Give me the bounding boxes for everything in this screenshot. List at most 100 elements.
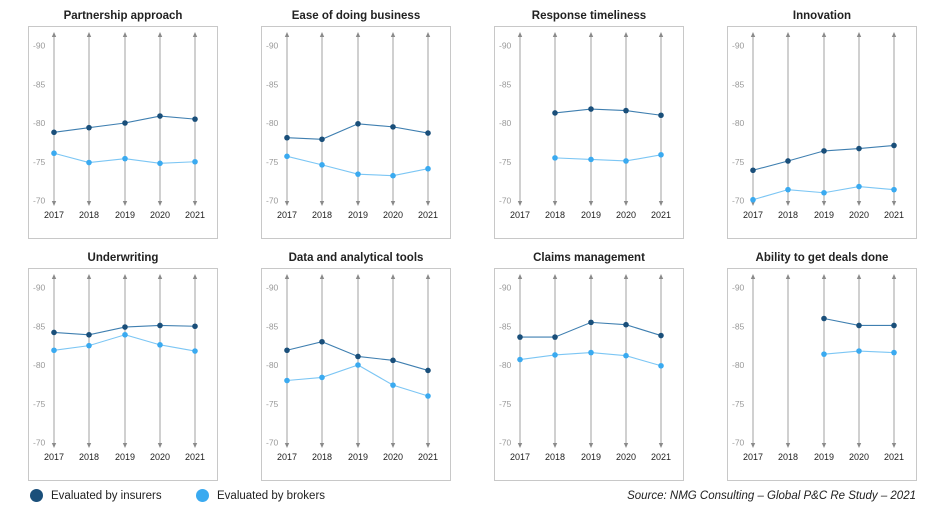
insurers-data-point bbox=[623, 321, 629, 328]
arrow-down-icon bbox=[623, 443, 629, 448]
brokers-data-point bbox=[891, 186, 897, 193]
arrow-up-icon bbox=[658, 274, 664, 279]
chart-title: Underwriting bbox=[87, 252, 159, 264]
brokers-data-point bbox=[319, 162, 325, 168]
insurers-data-point bbox=[355, 353, 361, 360]
y-tick-label: -85 bbox=[266, 79, 279, 89]
arrow-up-icon bbox=[192, 274, 198, 279]
legend-brokers: Evaluated by brokers bbox=[196, 489, 325, 502]
insurers-data-point bbox=[86, 124, 92, 131]
brokers-data-point bbox=[51, 347, 57, 354]
arrow-up-icon bbox=[284, 32, 290, 37]
insurers-data-point bbox=[552, 110, 558, 116]
plot-frame bbox=[28, 26, 218, 239]
y-tick-label: -70 bbox=[266, 438, 279, 448]
arrow-up-icon bbox=[750, 274, 756, 279]
y-tick-label: -90 bbox=[33, 283, 46, 293]
arrow-down-icon bbox=[856, 201, 862, 206]
arrow-down-icon bbox=[552, 443, 558, 448]
insurers-data-point bbox=[319, 136, 325, 143]
x-tick-label: 2019 bbox=[348, 210, 368, 220]
arrow-down-icon bbox=[390, 201, 396, 206]
arrow-up-icon bbox=[891, 274, 897, 279]
arrow-up-icon bbox=[785, 32, 791, 37]
x-tick-label: 2021 bbox=[185, 210, 205, 220]
y-tick-label: -85 bbox=[732, 79, 745, 89]
y-tick-label: -80 bbox=[732, 118, 745, 128]
x-tick-label: 2020 bbox=[616, 210, 636, 220]
brokers-data-point bbox=[658, 151, 664, 158]
brokers-data-point bbox=[192, 348, 198, 354]
plot-frame bbox=[494, 26, 684, 239]
line-chart: 2017 2018 2019 2020 2021 -90 -85 -80 -75 -70 bbox=[727, 26, 917, 239]
line-chart: 2017 2018 2019 2020 2021 -90 -85 -80 -75 -70 bbox=[727, 268, 917, 481]
y-tick-label: -80 bbox=[499, 118, 512, 128]
legend-brokers-label: Evaluated by brokers bbox=[217, 489, 326, 502]
line-chart: 2017 2018 2019 2020 2021 -90 -85 -80 -75 -70 bbox=[494, 26, 684, 239]
chart-panel: Response timeliness 2017 2018 2019 2020 2021… bbox=[494, 4, 684, 239]
insurers-data-point bbox=[821, 315, 827, 322]
y-tick-label: -80 bbox=[732, 360, 745, 370]
brokers-data-point bbox=[785, 186, 791, 193]
x-tick-label: 2020 bbox=[849, 210, 869, 220]
insurers-data-point bbox=[821, 148, 827, 154]
plot-frame bbox=[28, 268, 218, 481]
insurers-data-point bbox=[86, 331, 92, 338]
arrow-up-icon bbox=[588, 32, 594, 37]
x-tick-label: 2018 bbox=[778, 452, 798, 462]
arrow-up-icon bbox=[192, 32, 198, 37]
arrow-up-icon bbox=[658, 32, 664, 37]
x-tick-label: 2019 bbox=[348, 452, 368, 462]
x-tick-label: 2021 bbox=[418, 452, 438, 462]
arrow-up-icon bbox=[355, 274, 361, 279]
arrow-down-icon bbox=[517, 443, 523, 448]
arrow-up-icon bbox=[552, 274, 558, 279]
y-tick-label: -80 bbox=[499, 360, 512, 370]
arrow-up-icon bbox=[821, 32, 827, 37]
insurers-data-point bbox=[319, 338, 325, 345]
arrow-down-icon bbox=[319, 201, 325, 206]
x-tick-label: 2018 bbox=[545, 210, 565, 220]
arrow-down-icon bbox=[86, 201, 92, 206]
brokers-data-point bbox=[552, 155, 558, 161]
x-tick-label: 2021 bbox=[884, 452, 904, 462]
legend-insurers-label: Evaluated by insurers bbox=[51, 489, 162, 502]
x-tick-label: 2019 bbox=[115, 210, 135, 220]
brokers-data-point bbox=[425, 393, 431, 399]
x-tick-label: 2017 bbox=[44, 452, 64, 462]
arrow-up-icon bbox=[552, 32, 558, 37]
arrow-down-icon bbox=[51, 443, 57, 448]
arrow-up-icon bbox=[623, 32, 629, 37]
brokers-data-point bbox=[552, 352, 558, 358]
arrow-down-icon bbox=[51, 201, 57, 206]
brokers-data-point bbox=[319, 374, 325, 381]
chart-title: Ease of doing business bbox=[291, 10, 421, 22]
insurers-data-point bbox=[623, 107, 629, 114]
insurers-data-point bbox=[284, 347, 290, 354]
y-tick-label: -75 bbox=[732, 157, 745, 167]
insurers-data-point bbox=[750, 167, 756, 174]
brokers-data-point bbox=[658, 362, 664, 369]
arrow-up-icon bbox=[51, 274, 57, 279]
plot-frame bbox=[494, 268, 684, 481]
arrow-down-icon bbox=[552, 201, 558, 206]
insurers-marker-icon bbox=[30, 489, 43, 502]
arrow-up-icon bbox=[750, 32, 756, 37]
y-tick-label: -80 bbox=[266, 360, 279, 370]
arrow-down-icon bbox=[856, 443, 862, 448]
chart-panel: Underwriting 2017 2018 2019 2020 2021 -90 -85 -… bbox=[28, 246, 218, 481]
brokers-data-point bbox=[284, 377, 290, 384]
x-tick-label: 2019 bbox=[814, 210, 834, 220]
brokers-data-point bbox=[284, 153, 290, 160]
arrow-up-icon bbox=[891, 32, 897, 37]
chart-title: Claims management bbox=[533, 252, 645, 264]
arrow-down-icon bbox=[157, 443, 163, 448]
arrow-down-icon bbox=[517, 201, 523, 206]
x-tick-label: 2019 bbox=[581, 452, 601, 462]
x-tick-label: 2021 bbox=[651, 210, 671, 220]
arrow-down-icon bbox=[157, 201, 163, 206]
y-tick-label: -70 bbox=[266, 196, 279, 206]
brokers-data-point bbox=[425, 165, 431, 172]
insurers-data-point bbox=[658, 332, 664, 339]
insurers-data-point bbox=[891, 322, 897, 329]
